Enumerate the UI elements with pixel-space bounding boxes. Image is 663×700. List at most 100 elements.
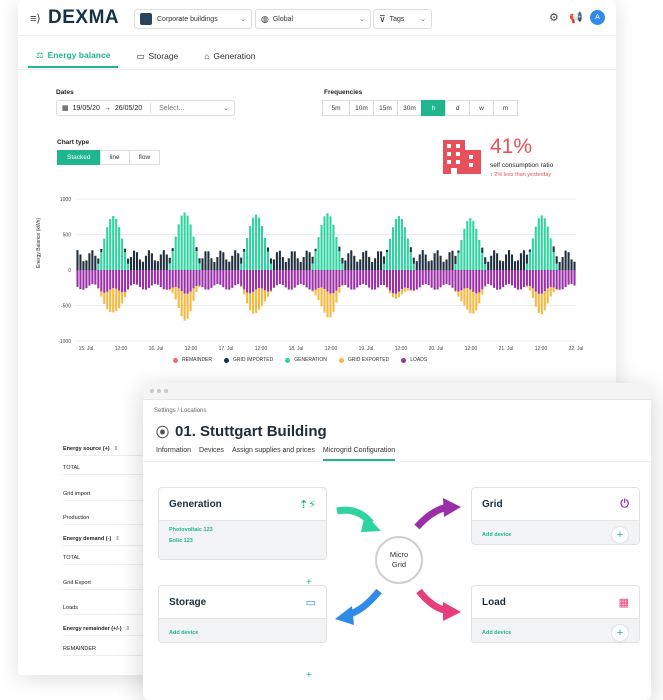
tab-assign-supplies[interactable]: Assign supplies and prices	[231, 447, 315, 454]
tags-select[interactable]: ⊽ Tags ⌄	[373, 9, 432, 29]
grid-imported-bar	[168, 257, 171, 264]
building-select[interactable]: Corporate buildings ⌄	[134, 9, 252, 29]
generation-bar	[472, 220, 475, 270]
add-device-link[interactable]: Add device	[482, 532, 512, 538]
loads-bar	[234, 270, 237, 286]
grid-imported-bar	[377, 251, 380, 270]
generation-bar	[326, 213, 329, 270]
settings-gear-icon[interactable]: ⚙	[549, 12, 559, 24]
loads-bar	[499, 270, 502, 290]
add-generation-button[interactable]: +	[306, 577, 312, 588]
grid-imported-bar	[275, 252, 278, 270]
generation-bar	[103, 239, 106, 270]
loads-bar	[359, 270, 362, 286]
self-consumption-delta: ↓ 2% less than yesterday	[490, 172, 552, 178]
tab-bar: ⚖ Energy balance ▭ Storage ⌂ Generation	[28, 44, 273, 68]
device-item[interactable]: Photovoltaic 123	[169, 527, 213, 533]
chart-type-label: Chart type	[57, 139, 90, 146]
generation-card-header: Generation ⇡⚡	[159, 488, 326, 520]
grid-imported-bar	[281, 257, 284, 270]
tab-generation[interactable]: ⌂ Generation	[196, 44, 263, 68]
grid-imported-bar	[484, 257, 487, 265]
frequency-option[interactable]: w	[469, 100, 494, 116]
loads-bar	[567, 270, 570, 285]
loads-bar	[150, 270, 153, 286]
loads-bar	[153, 270, 156, 284]
tab-microgrid-configuration[interactable]: Microgrid Configuration	[322, 447, 396, 461]
table-row-label: Energy source (+)	[63, 445, 110, 452]
tab-storage[interactable]: ▭ Storage	[128, 44, 186, 68]
add-storage-button[interactable]: +	[306, 670, 312, 681]
table-section-header[interactable]: Energy remainder (+/-) ⇕	[63, 622, 153, 636]
grid-exported-bar	[484, 285, 487, 288]
loads-bar	[314, 270, 317, 290]
grid-exported-bar	[549, 286, 552, 297]
loads-bar	[317, 270, 320, 289]
loads-bar	[180, 270, 183, 292]
loads-bar	[561, 270, 564, 290]
loads-bar	[204, 270, 207, 290]
add-device-link[interactable]: Add device	[169, 630, 199, 636]
megaphone-icon[interactable]: 📢	[569, 12, 583, 24]
building-tabs: Information Devices Assign supplies and …	[156, 447, 396, 461]
sort-icon[interactable]: ⇕	[125, 625, 131, 632]
frequency-option[interactable]: 10m	[349, 100, 374, 116]
loads-bar	[525, 270, 528, 286]
loads-bar	[177, 270, 180, 289]
loads-bar	[385, 270, 389, 288]
add-device-button[interactable]: +	[611, 526, 629, 544]
loads-bar	[442, 270, 445, 285]
loads-bar	[192, 270, 195, 289]
grid-imported-bar	[132, 250, 136, 270]
grid-exported-bar	[543, 291, 546, 311]
region-select[interactable]: ◍ Global ⌄	[255, 9, 371, 29]
generation-card-body: Photovoltaic 123 Eolic 123	[159, 520, 326, 559]
menu-icon[interactable]: ≡⟩	[30, 13, 41, 25]
loads-bar	[174, 270, 177, 287]
legend-item[interactable]: REMAINDER	[173, 357, 212, 363]
loads-bar	[388, 270, 392, 291]
chart-type-option[interactable]: line	[99, 150, 130, 165]
add-device-button[interactable]: +	[611, 624, 629, 642]
loads-bar	[305, 270, 308, 288]
loads-bar	[463, 270, 466, 289]
chart-type-option[interactable]: Stacked	[57, 150, 101, 165]
grid-imported-bar	[347, 253, 350, 270]
add-device-link[interactable]: Add device	[482, 630, 512, 636]
frequency-option[interactable]: h	[421, 100, 446, 116]
frequency-option[interactable]: m	[493, 100, 518, 116]
legend-item[interactable]: GENERATION	[285, 357, 327, 363]
frequency-option[interactable]: 15m	[373, 100, 398, 116]
grid-exported-bar	[397, 291, 400, 298]
avatar[interactable]: A	[590, 10, 605, 25]
frequency-option[interactable]: 30m	[397, 100, 422, 116]
generation-bar	[269, 263, 272, 270]
sort-icon[interactable]: ⇕	[115, 535, 120, 542]
legend-item[interactable]: LOADS	[401, 357, 427, 363]
loads-bar	[299, 270, 302, 284]
tab-energy-balance[interactable]: ⚖ Energy balance	[28, 44, 119, 68]
chart-type-option[interactable]: flow	[128, 150, 161, 165]
tab-information[interactable]: Information	[156, 447, 192, 454]
energy-balance-chart: 1000 500 0 -500 -1000 15. Jul 12:00 16. Jul 12:0…	[58, 197, 583, 352]
grid-imported-bar	[374, 258, 377, 270]
table-section-header[interactable]: Energy source (+) ⇕	[63, 442, 153, 456]
grid-exported-bar	[326, 291, 329, 318]
date-range-picker[interactable]: ▦ 19/05/20 → 26/05/20 Select... ⌄	[56, 100, 235, 116]
grid-imported-bar	[341, 257, 344, 264]
app-logo[interactable]: DEXMA	[48, 7, 120, 28]
device-item[interactable]: Eolic 123	[169, 538, 193, 544]
table-section-header[interactable]: Energy demand (-) ⇕	[63, 532, 153, 546]
breadcrumb[interactable]: Settings / Locations	[154, 408, 207, 414]
sort-icon[interactable]: ⇕	[113, 445, 119, 452]
frequency-option[interactable]: d	[445, 100, 470, 116]
microgrid-node[interactable]: Micro Grid	[375, 536, 423, 584]
legend-item[interactable]: GRID EXPORTED	[338, 357, 389, 363]
grid-exported-bar	[171, 287, 174, 294]
tab-devices[interactable]: Devices	[199, 447, 224, 454]
frequency-option[interactable]: 5m	[322, 100, 350, 116]
loads-bar	[162, 270, 165, 290]
compare-select[interactable]: Select...	[159, 104, 185, 112]
generation-bar	[466, 220, 469, 270]
legend-item[interactable]: GRID IMPORTED	[224, 357, 273, 363]
